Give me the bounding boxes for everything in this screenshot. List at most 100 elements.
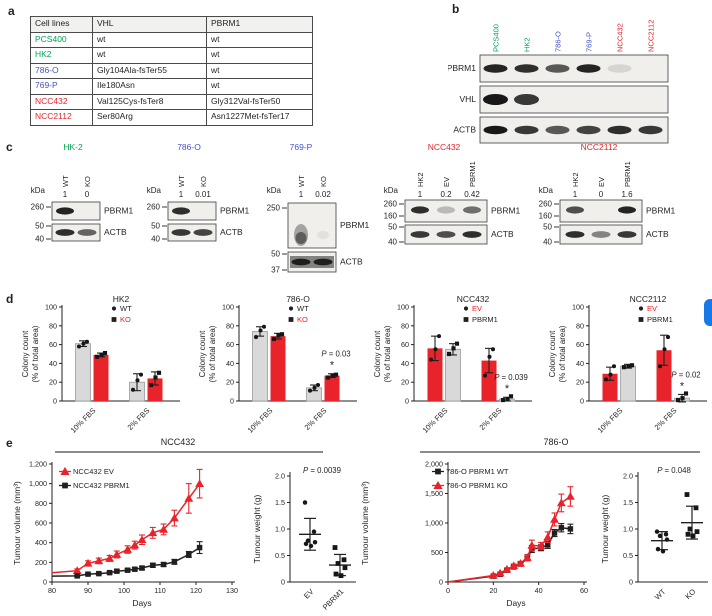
cell-line-name: NCC432 (30, 93, 93, 110)
circle-marker (111, 306, 117, 311)
p-value-label: P = 0.039 (494, 373, 528, 382)
actb-label: ACTB (104, 227, 127, 237)
kda-label: kDa (31, 186, 46, 195)
lane-label: PBRM1 (468, 161, 477, 187)
panel-label-b: b (452, 2, 460, 16)
cell-line-name: 769-P (30, 78, 93, 95)
square-marker (333, 571, 339, 577)
legend-label: KO (120, 315, 131, 324)
colony-bar-chart-HK2: HK2 0 20 40 60 80 100 Colony count (% of total a… (21, 294, 180, 435)
circle-marker (657, 533, 663, 539)
square-marker (74, 573, 80, 579)
tumour-weight-scatter-EV-PBRM1: 0 0.5 1.0 1.5 2.0 Tumour weight (g) P = 0.0039… (252, 466, 356, 612)
y-tick-label: 40 (49, 359, 57, 368)
chart-title: HK2 (113, 294, 130, 304)
circle-marker (638, 306, 644, 311)
circle-marker (312, 540, 318, 545)
square-marker (693, 505, 699, 511)
blot-title: NCC2112 (581, 142, 618, 152)
protein-band (56, 207, 74, 215)
triangle-marker (72, 566, 82, 574)
square-marker (99, 352, 104, 358)
pbrm1-mutation: wt (206, 78, 313, 95)
lane-label: KO (199, 176, 208, 187)
triangle-marker (148, 528, 158, 537)
square-marker (196, 544, 203, 551)
vhl-mutation: Ser80Arg (92, 109, 207, 126)
x-tick-label: 40 (535, 586, 543, 595)
kda-label: kDa (267, 186, 282, 195)
y-tick-label: 100 (397, 303, 409, 312)
circle-marker (288, 306, 294, 311)
y-tick-label: 0 (629, 578, 633, 587)
square-marker (680, 396, 685, 401)
chart-title: NCC432 (457, 294, 490, 304)
triangle-marker (509, 561, 519, 570)
significance-asterisk: * (330, 360, 335, 372)
group-title-rule (420, 451, 700, 453)
triangle-marker (433, 480, 443, 489)
xenograft-group-title-ncc432: NCC432 (160, 437, 196, 447)
square-marker (454, 341, 460, 346)
cell-line-name: NCC2112 (30, 109, 93, 126)
y-tick-label: 1.5 (623, 498, 633, 507)
circle-marker (81, 341, 86, 346)
table-row: NCC2112 Ser80Arg Asn1227Met-fsTer17 (30, 109, 313, 126)
protein-band (193, 229, 213, 236)
legend-label: PBRM1 (647, 315, 673, 324)
vhl-mutation: Val125Cys-fsTer8 (92, 93, 207, 110)
y-tick-label: 2.0 (275, 472, 285, 481)
kda-label: kDa (539, 186, 554, 195)
y-tick-label: 80 (49, 321, 57, 330)
y-axis-label: (% of total area) (558, 325, 567, 382)
y-tick-label: 20 (401, 378, 409, 387)
band-quantification: 0 (599, 190, 604, 199)
square-marker (558, 525, 565, 531)
circle-marker (654, 529, 660, 534)
y-tick-label: 1.0 (275, 525, 285, 534)
lane-label: PBRM1 (623, 161, 632, 187)
band-quantification: 1 (63, 190, 68, 199)
y-tick-label: 1,000 (29, 479, 47, 488)
y-tick-label: 1.0 (623, 525, 633, 534)
square-marker (333, 372, 339, 377)
protein-band (566, 206, 584, 214)
panel-b-western-blot: PCS400 HK2 786-O 769-P NCC432 NCC2112 PBRM1 VHL… (448, 20, 669, 144)
circle-marker (138, 372, 144, 377)
p-value-label: P = 0.03 (321, 350, 350, 359)
square-marker (94, 354, 100, 359)
data-line (447, 526, 571, 583)
circle-marker (315, 382, 321, 388)
kda-label: kDa (384, 186, 399, 195)
y-tick-label: 0 (405, 397, 409, 406)
protein-band (172, 207, 190, 215)
x-tick-label: 110 (154, 586, 165, 595)
pbrm1-mutation: Gly312Val-fsTer50 (206, 93, 313, 110)
lane-label: KO (319, 176, 328, 187)
group-title-rule (55, 451, 323, 453)
circle-marker (305, 538, 311, 543)
x-tick-label: 60 (580, 586, 588, 595)
y-tick-label: 60 (226, 340, 234, 349)
x-tick-label: 80 (48, 586, 56, 595)
lane-label: EV (442, 177, 451, 187)
actb-label: ACTB (646, 229, 669, 239)
square-marker (675, 397, 681, 403)
blot-row-label: PBRM1 (448, 63, 476, 73)
kda-marker: 250 (267, 204, 281, 213)
y-tick-label: 40 (401, 359, 409, 368)
kda-marker: 40 (35, 235, 44, 244)
lane-label: KO (83, 176, 92, 187)
cell-line-mutation-table: Cell lines VHL PBRM1 PCS400 wt wt HK2 wt wt 786-O… (30, 16, 313, 126)
circle-marker (655, 546, 661, 552)
y-tick-label: 20 (576, 378, 584, 387)
panel-label-e: e (6, 436, 13, 450)
protein-smear (295, 232, 307, 244)
square-marker (683, 391, 689, 396)
y-tick-label: 0 (230, 397, 234, 406)
lane-label: WT (61, 175, 70, 187)
kda-marker: 260 (539, 200, 553, 209)
legend-label: KO (297, 315, 308, 324)
x-tick-label: 0 (446, 586, 450, 595)
clipped-blue-edge-widget[interactable] (704, 299, 712, 326)
